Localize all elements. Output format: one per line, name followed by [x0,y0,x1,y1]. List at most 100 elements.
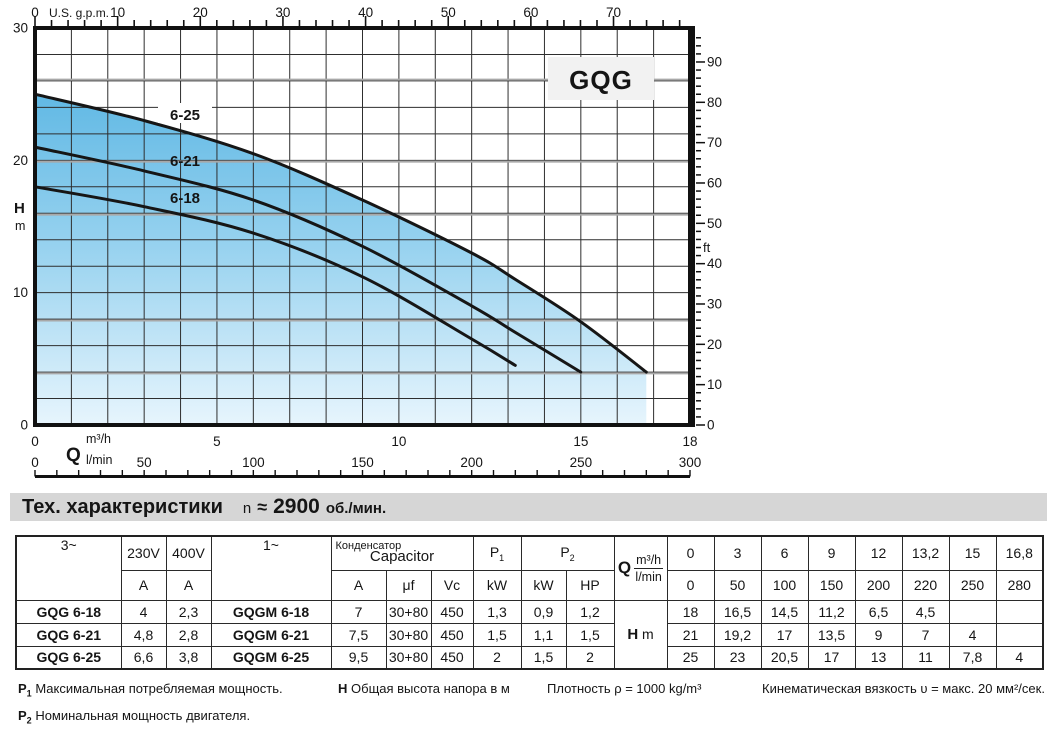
svg-text:300: 300 [679,455,702,470]
q-lmin-value: 0 [666,569,715,601]
table-cell: 4 [948,622,997,647]
table-cell: 450 [430,599,474,624]
svg-text:m³/h: m³/h [86,432,111,446]
footnotes: P1 Максимальная потребляемая мощность. P… [18,681,1055,734]
svg-text:100: 100 [242,455,265,470]
cap-col-vc: Vc [430,569,474,601]
table-cell: 18 [666,599,715,624]
table-cell [948,599,997,624]
p1-unit: kW [472,569,522,601]
table-cell: 7,5 [330,622,387,647]
amp-unit: A [120,569,167,601]
q-m3h-value: 16,8 [995,535,1044,571]
table-cell: 13,5 [807,622,856,647]
table-cell: 21 [666,622,715,647]
cap-col-uf: μf [385,569,432,601]
p2-unit-hp: HP [565,569,615,601]
footnote-column: Плотность ρ = 1000 kg/m³ [547,681,762,734]
curve-6-21 [33,145,583,374]
q-lmin-value: 100 [760,569,809,601]
q-lmin-value: 200 [854,569,903,601]
footnote-column: H Общая высота напора в м [338,681,547,734]
svg-text:20: 20 [13,153,28,168]
table-cell: 30+80 [385,599,432,624]
q-m3h-value: 3 [713,535,762,571]
table-cell: 17 [760,622,809,647]
table-cell: 11,2 [807,599,856,624]
svg-text:0: 0 [31,455,39,470]
svg-text:m: m [15,219,25,233]
q-lmin-value: 150 [807,569,856,601]
pump-name-1ph: GQGM 6-18 [210,599,332,624]
svg-text:30: 30 [707,296,722,311]
svg-text:50: 50 [707,216,722,231]
tech-characteristics-table: 3~ 230V 400V 1~ Capacitor Конденсатор P1… [15,535,1045,670]
svg-text:250: 250 [570,455,593,470]
table-cell: 7 [901,622,950,647]
table-header-row-1: 3~ 230V 400V 1~ Capacitor Конденсатор P1… [15,535,1044,601]
svg-text:20: 20 [193,5,208,20]
header-1phase: 1~ [210,535,332,601]
curve-label-6-21: 6-21 [170,153,200,170]
table-cell: 1,1 [520,622,567,647]
pump-name-1ph: GQGM 6-25 [210,645,332,670]
svg-text:50: 50 [137,455,152,470]
svg-text:50: 50 [441,5,456,20]
approx-sign: ≈ [257,497,268,517]
axis-h-m: 30 20 10 0 Hm [13,21,28,433]
speed-unit: об./мин. [325,500,387,517]
svg-text:U.S. g.p.m.: U.S. g.p.m. [49,6,109,20]
q-m3h-value: 6 [760,535,809,571]
svg-text:15: 15 [573,434,588,449]
svg-text:18: 18 [682,434,697,449]
footnote-density: Плотность ρ = 1000 kg/m³ [547,681,702,696]
q-m3h-value: 13,2 [901,535,950,571]
curve-6-25 [33,92,648,374]
svg-text:60: 60 [707,175,722,190]
svg-text:GQG: GQG [569,65,633,95]
footnote-h: H Общая высота напора в м [338,681,510,696]
svg-text:10: 10 [391,434,406,449]
table-cell: 1,5 [520,645,567,670]
table-cell: 17 [807,645,856,670]
footnote-column: P1 Максимальная потребляемая мощность. P… [18,681,338,734]
curve-labels: 6-18 6-21 6-25 [158,103,212,207]
table-cell: 9 [854,622,903,647]
table-row: GQG 6-18 4 2,3 GQGM 6-18 7 30+80 450 1,3… [15,599,1044,670]
table-cell: 4 [995,645,1044,670]
amp-unit: A [165,569,212,601]
svg-text:H: H [14,200,25,217]
table-cell: 14,5 [760,599,809,624]
curve-label-6-18: 6-18 [170,190,200,207]
svg-text:10: 10 [110,5,125,20]
table-cell: 13 [854,645,903,670]
speed-symbol: n [242,500,252,517]
head-label: H m [613,599,668,670]
header-3phase: 3~ [15,535,122,601]
q-symbol: Q [617,558,632,578]
grid-lines [35,28,690,425]
pump-curves [33,92,648,374]
svg-text:0: 0 [31,5,39,20]
table-cell: 6,5 [854,599,903,624]
pump-name-3ph: GQG 6-25 [15,645,122,670]
table-cell: 1,5 [565,622,615,647]
q-unit-lmin: l/min [635,569,662,584]
table-cell: 11 [901,645,950,670]
svg-text:Q: Q [66,445,81,466]
table-cell: 3,8 [165,645,212,670]
cap-col-a: A [330,569,387,601]
table-cell: 25 [666,645,715,670]
svg-text:40: 40 [707,256,722,271]
svg-text:5: 5 [213,434,221,449]
svg-text:0: 0 [20,418,28,433]
header-capacitor: Capacitor Конденсатор [330,535,474,571]
curve-fill-area [35,94,647,425]
header-p2: P2 [520,535,615,571]
pump-name-3ph: GQG 6-21 [15,622,122,647]
svg-text:60: 60 [523,5,538,20]
axis-us-gpm: 0 U.S. g.p.m. 10 20 30 40 50 60 70 [31,5,681,26]
